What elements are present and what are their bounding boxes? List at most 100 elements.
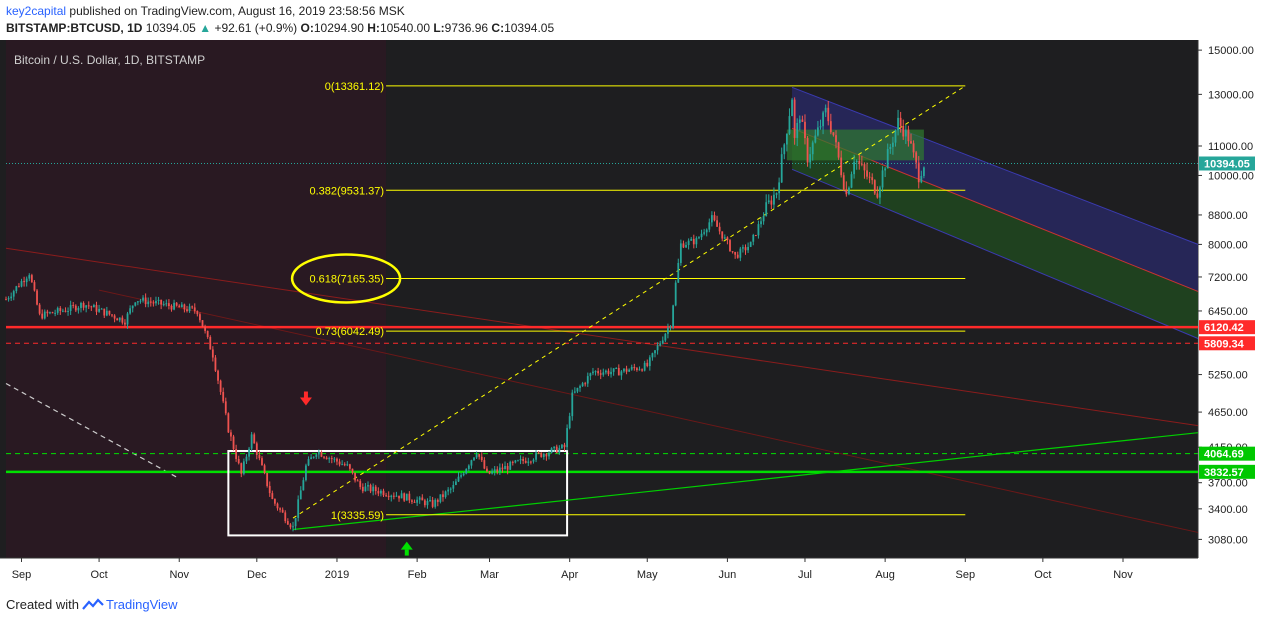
chart-footer: Created with TradingView (0, 588, 1274, 622)
candle-body (757, 224, 760, 236)
candle-body (796, 122, 799, 138)
candle-body (899, 117, 902, 126)
candle-body (385, 495, 388, 497)
x-tick-label-7: Apr (561, 569, 578, 581)
candle-body (255, 443, 258, 455)
candle-body (423, 500, 426, 506)
candle-body (610, 371, 612, 375)
candle-body (889, 146, 892, 150)
candle-body (581, 383, 584, 387)
price-tag-label-2: 5809.34 (1204, 338, 1245, 350)
tradingview-link[interactable]: TradingView (106, 597, 178, 612)
candle-body (682, 243, 685, 248)
candle-body (15, 286, 18, 292)
candle-body (597, 371, 600, 374)
candle-body (540, 452, 543, 457)
candle-body (819, 126, 822, 128)
candle-body (338, 461, 341, 465)
candle-body (279, 508, 281, 510)
author-link[interactable]: key2capital (6, 4, 67, 18)
candle-body (604, 370, 607, 373)
price-change: +92.61 (+0.9%) (214, 21, 298, 35)
y-tick-label-8: 8000.00 (1208, 239, 1248, 251)
candle-body (348, 464, 351, 469)
x-tick-label-1: Oct (91, 569, 108, 581)
candle-body (902, 125, 905, 137)
candle-body (791, 99, 793, 117)
candle-body (475, 454, 478, 458)
candle-body (553, 446, 556, 449)
candle-body (129, 308, 132, 314)
publish-line: key2capital published on TradingView.com… (6, 4, 405, 18)
candle-body (330, 458, 333, 460)
candle-body (431, 500, 434, 507)
candle-body (700, 233, 703, 238)
candle-body (276, 503, 279, 509)
candle-body (457, 476, 460, 482)
fib-label-4: 1(3335.59) (331, 510, 384, 522)
arrow-down-stem-0 (303, 391, 308, 399)
candle-body (240, 463, 243, 474)
channel-lower-band (792, 128, 1198, 339)
candle-body (798, 119, 801, 123)
candle-body (191, 306, 194, 308)
candle-body (152, 302, 155, 304)
candle-body (253, 434, 256, 444)
candle-body (392, 495, 395, 497)
candle-body (444, 491, 447, 498)
candle-body (607, 370, 610, 375)
candle-body (876, 193, 879, 198)
candle-body (778, 182, 781, 194)
candle-body (542, 454, 545, 457)
candle-body (323, 456, 325, 458)
candle-body (517, 460, 519, 462)
candle-body (217, 370, 219, 381)
candle-body (576, 387, 579, 392)
candle-body (561, 444, 563, 449)
candle-body (336, 458, 338, 462)
candle-body (480, 456, 483, 461)
candle-body (100, 308, 103, 310)
y-tick-label-5: 5250.00 (1208, 370, 1248, 382)
candle-body (667, 327, 669, 334)
candle-body (23, 281, 26, 283)
chart-title: Bitcoin / U.S. Dollar, 1D, BITSTAMP (14, 53, 205, 67)
candle-body (524, 460, 527, 463)
candle-body (832, 132, 835, 136)
candle-body (271, 493, 274, 500)
low-label: L: (433, 21, 445, 35)
candle-body (160, 299, 163, 305)
candle-body (400, 493, 403, 499)
candle-body (103, 308, 106, 316)
candle-body (721, 231, 724, 239)
candle-body (910, 141, 912, 144)
x-tick-label-13: Oct (1034, 569, 1051, 581)
candle-body (811, 142, 814, 155)
candle-body (573, 391, 576, 393)
candle-body (211, 349, 214, 358)
candle-body (33, 282, 36, 291)
candle-body (923, 167, 925, 176)
candle-body (558, 448, 561, 453)
candle-body (398, 495, 400, 499)
change-up-icon: ▲ (199, 21, 212, 35)
candle-body (643, 362, 646, 371)
candle-body (124, 322, 126, 325)
y-tick-label-7: 7200.00 (1208, 272, 1248, 284)
candle-body (917, 162, 920, 183)
candle-body (294, 517, 297, 527)
candle-body (568, 416, 571, 429)
candle-body (842, 175, 845, 190)
candle-body (912, 143, 915, 153)
candle-body (403, 493, 406, 501)
candle-body (835, 135, 837, 143)
candle-body (310, 457, 313, 460)
candle-body (395, 495, 398, 497)
price-chart[interactable]: 0(13361.12) 0.382(9531.37) 0.618(7165.35) 0… (0, 40, 1274, 588)
candle-body (230, 432, 232, 437)
x-tick-label-9: Jun (719, 569, 737, 581)
y-tick-label-2: 3700.00 (1208, 478, 1248, 490)
candle-body (248, 448, 250, 457)
long-term-trendline (5, 247, 1199, 427)
x-tick-label-14: Nov (1113, 569, 1133, 581)
